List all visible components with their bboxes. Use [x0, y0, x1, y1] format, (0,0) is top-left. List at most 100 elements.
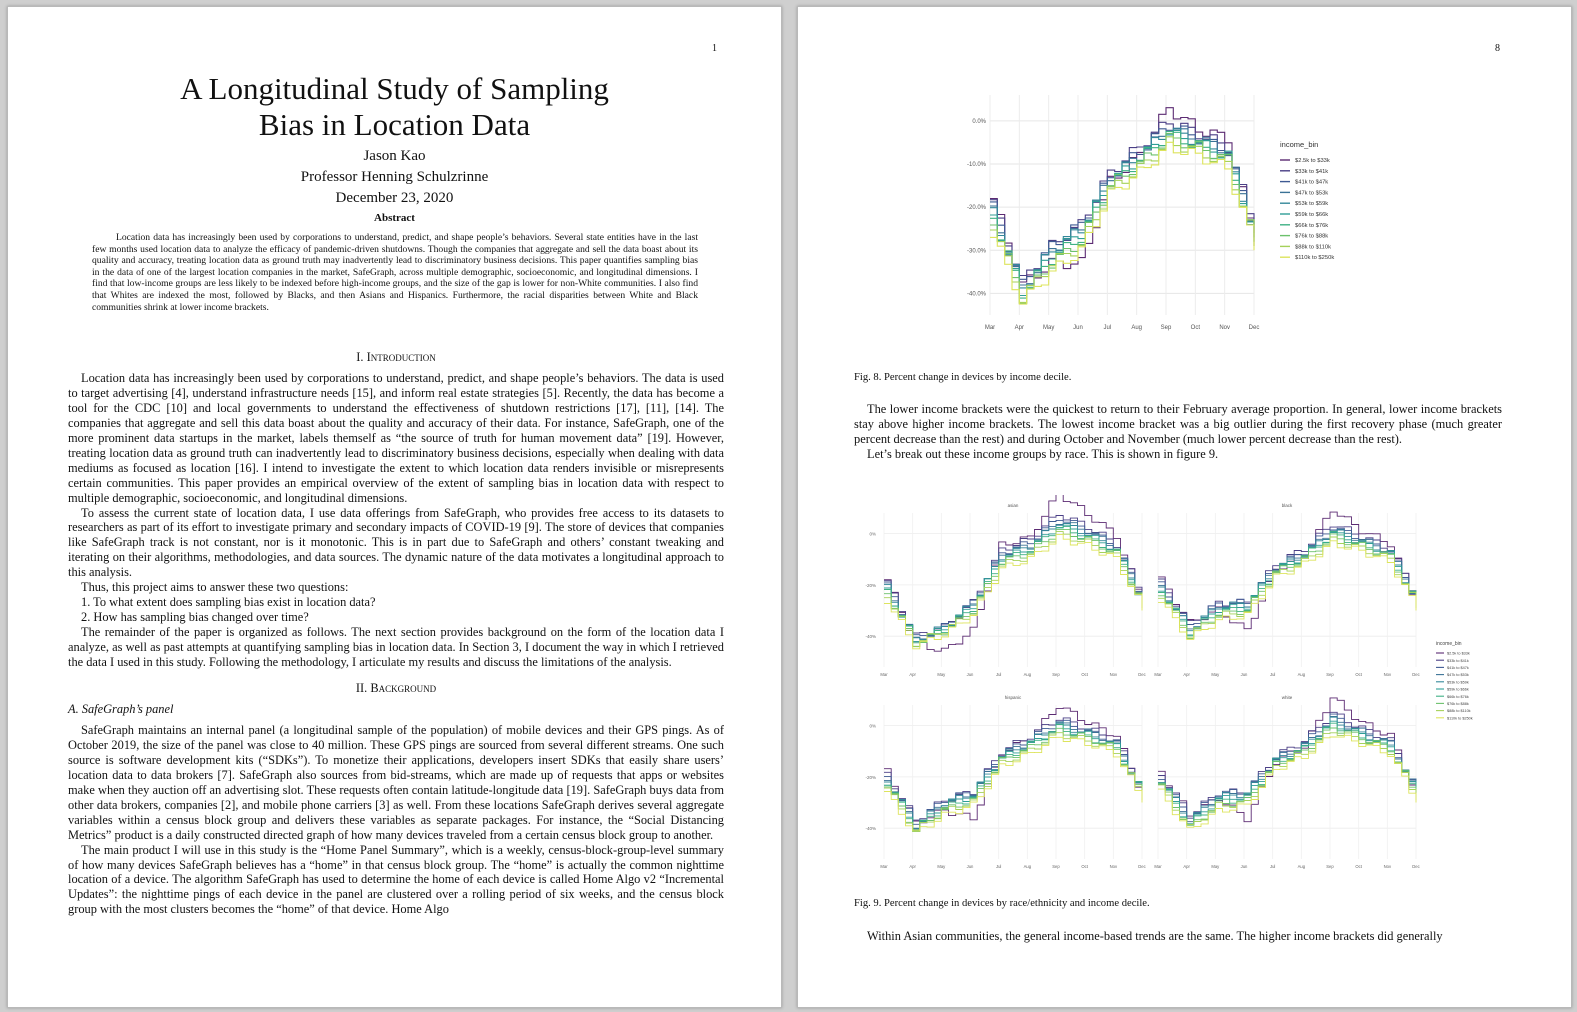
- series-line: [884, 533, 1143, 650]
- paragraph: SafeGraph maintains an internal panel (a…: [68, 722, 724, 842]
- list-item: 1. To what extent does sampling bias exi…: [81, 595, 376, 610]
- legend-label: $33k to $41k: [1447, 659, 1469, 663]
- y-tick-label: 0.0%: [972, 119, 986, 125]
- legend-label: $47k to $53k: [1295, 190, 1328, 196]
- series-line: [884, 523, 1143, 640]
- abstract-heading: Abstract: [374, 212, 415, 224]
- x-tick-label: May: [937, 672, 946, 677]
- paragraph: The main product I will use in this stud…: [68, 842, 724, 917]
- title-line-1: A Longitudinal Study of Sampling: [180, 71, 609, 106]
- x-tick-label: May: [1043, 325, 1054, 331]
- x-tick-label: Apr: [909, 672, 916, 677]
- x-tick-label: Sep: [1052, 864, 1060, 869]
- series-line: [884, 721, 1143, 830]
- x-tick-label: Mar: [985, 325, 995, 331]
- subsection-heading: A. SafeGraph’s panel: [68, 701, 174, 716]
- facet-panel-black: black Mar Apr May Jun Jul Aug Sep Oct Nov Dec: [1154, 503, 1419, 677]
- legend-label: $41k to $47k: [1447, 666, 1469, 670]
- x-tick-label: Nov: [1384, 672, 1392, 677]
- figure-8-chart: 0.0% -10.0% -20.0% -30.0% -40.0% Mar Apr May Jun…: [967, 95, 1334, 331]
- page-number: 8: [1495, 43, 1500, 54]
- paper-page-1: 1 A Longitudinal Study of Sampling Bias …: [7, 6, 782, 1008]
- x-tick-label: Mar: [1154, 864, 1162, 869]
- facet-title: white: [1282, 695, 1293, 700]
- paragraph: Let’s break out these income groups by r…: [867, 446, 1219, 461]
- series-line: [884, 727, 1143, 833]
- x-tick-label: Aug: [1298, 864, 1306, 869]
- series-line: [990, 141, 1255, 305]
- series-line: [1158, 716, 1417, 825]
- series-line: [1158, 720, 1417, 826]
- legend-label: $2.5k to $33k: [1295, 158, 1330, 164]
- paper-title: A Longitudinal Study of Sampling Bias in…: [8, 71, 781, 143]
- x-tick-label: Apr: [909, 864, 916, 869]
- list-item: 2. How has sampling bias changed over ti…: [81, 610, 309, 625]
- series-line: [884, 495, 1143, 652]
- x-tick-label: Dec: [1249, 325, 1260, 331]
- figure-8-caption: Fig. 8. Percent change in devices by inc…: [854, 372, 1072, 383]
- x-tick-label: May: [937, 864, 946, 869]
- series-line: [884, 736, 1143, 832]
- figure-9-caption: Fig. 9. Percent change in devices by rac…: [854, 898, 1150, 909]
- series-line: [1158, 722, 1417, 825]
- y-tick-label: -10.0%: [967, 162, 987, 168]
- x-tick-label: Sep: [1052, 672, 1060, 677]
- x-tick-label: May: [1211, 864, 1220, 869]
- x-tick-label: Jun: [1073, 325, 1083, 331]
- legend-label: $41k to $47k: [1295, 180, 1328, 186]
- legend-label: $88k to $110k: [1447, 709, 1471, 713]
- legend-label: $33k to $41k: [1295, 169, 1328, 175]
- y-tick-label: -20%: [865, 583, 876, 588]
- series-line: [1158, 716, 1417, 825]
- plot-area: [990, 95, 1254, 315]
- legend: income_bin $2.5k to $33k $33k to $41k $41k …: [1436, 641, 1473, 720]
- series-line: [1158, 734, 1417, 828]
- y-tick-label: -40%: [865, 826, 876, 831]
- facet-title: hispanic: [1005, 695, 1022, 700]
- x-tick-label: Jun: [1241, 672, 1248, 677]
- paragraph: The remainder of the paper is organized …: [68, 625, 724, 670]
- legend: income_bin $2.5k to $33k $33k to $41k $41k …: [1280, 140, 1334, 261]
- y-tick-label: 0%: [869, 724, 876, 729]
- series-line: [884, 717, 1143, 821]
- date: December 23, 2020: [335, 190, 454, 206]
- body-text: I. Introduction Location data has increa…: [68, 341, 724, 917]
- legend-label: $66k to $76k: [1447, 695, 1469, 699]
- x-tick-label: Mar: [1154, 672, 1162, 677]
- section-heading-background: II. Background: [68, 681, 724, 696]
- legend-label: $59k to $66k: [1447, 688, 1469, 692]
- advisor: Professor Henning Schulzrinne: [300, 169, 489, 185]
- series-line: [884, 522, 1143, 640]
- legend-label: $110k to $250k: [1447, 716, 1473, 720]
- section-number: I.: [356, 350, 364, 364]
- x-tick-label: Nov: [1110, 672, 1118, 677]
- series-line: [1158, 732, 1417, 825]
- series-line: [1158, 727, 1417, 826]
- legend-label: $2.5k to $33k: [1447, 652, 1470, 656]
- paragraph: Thus, this project aims to answer these …: [81, 580, 349, 595]
- legend-label: $76k to $88k: [1447, 702, 1469, 706]
- legend-label: $88k to $110k: [1295, 244, 1331, 250]
- series-line: [884, 524, 1143, 643]
- x-tick-label: Nov: [1219, 325, 1230, 331]
- page-number: 1: [712, 43, 717, 54]
- paragraph: The lower income brackets were the quick…: [854, 402, 1502, 446]
- body-text: The lower income brackets were the quick…: [854, 402, 1502, 462]
- x-tick-label: Apr: [1183, 864, 1190, 869]
- x-tick-label: Mar: [880, 672, 888, 677]
- x-tick-label: Jul: [1270, 864, 1275, 869]
- x-tick-label: Oct: [1355, 864, 1362, 869]
- series-line: [1158, 529, 1417, 632]
- legend-label: $59k to $66k: [1295, 212, 1328, 218]
- series-line: [990, 136, 1255, 303]
- section-title: Background: [370, 681, 437, 696]
- x-tick-label: Jun: [1241, 864, 1248, 869]
- x-tick-label: Nov: [1384, 864, 1392, 869]
- x-tick-label: Aug: [1024, 672, 1032, 677]
- series-line: [884, 719, 1143, 825]
- x-tick-label: Jul: [996, 672, 1001, 677]
- x-tick-label: Sep: [1326, 672, 1334, 677]
- facet-title: black: [1282, 503, 1293, 508]
- facet-panel-white: white Mar Apr May Jun Jul Aug Sep Oct Nov Dec: [1154, 695, 1419, 869]
- y-tick-label: -30.0%: [967, 248, 987, 254]
